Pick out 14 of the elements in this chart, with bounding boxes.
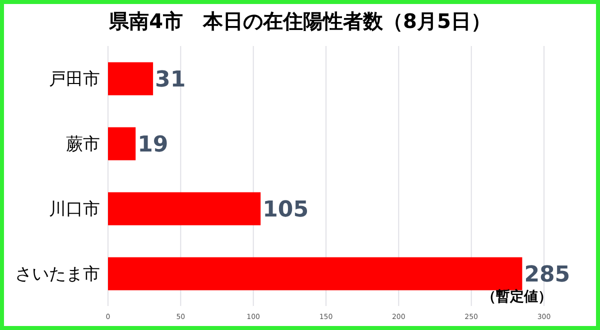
data-label: 285 bbox=[524, 262, 570, 288]
annotation: （暫定値） bbox=[482, 288, 552, 306]
y-tick-label: 川口市 bbox=[49, 200, 100, 220]
data-label: 105 bbox=[262, 198, 309, 223]
chart-title: 県南4市 本日の在住陽性者数（8月5日） bbox=[108, 8, 492, 35]
bar bbox=[108, 62, 154, 96]
y-tick-label: 蕨市 bbox=[66, 134, 100, 155]
bar bbox=[108, 192, 261, 226]
bar bbox=[108, 257, 522, 290]
bar bbox=[108, 127, 136, 160]
data-label: 19 bbox=[138, 132, 168, 158]
y-tick-label: さいたま市 bbox=[15, 264, 100, 285]
data-label: 31 bbox=[155, 68, 186, 93]
y-tick-label: 戸田市 bbox=[49, 70, 100, 90]
